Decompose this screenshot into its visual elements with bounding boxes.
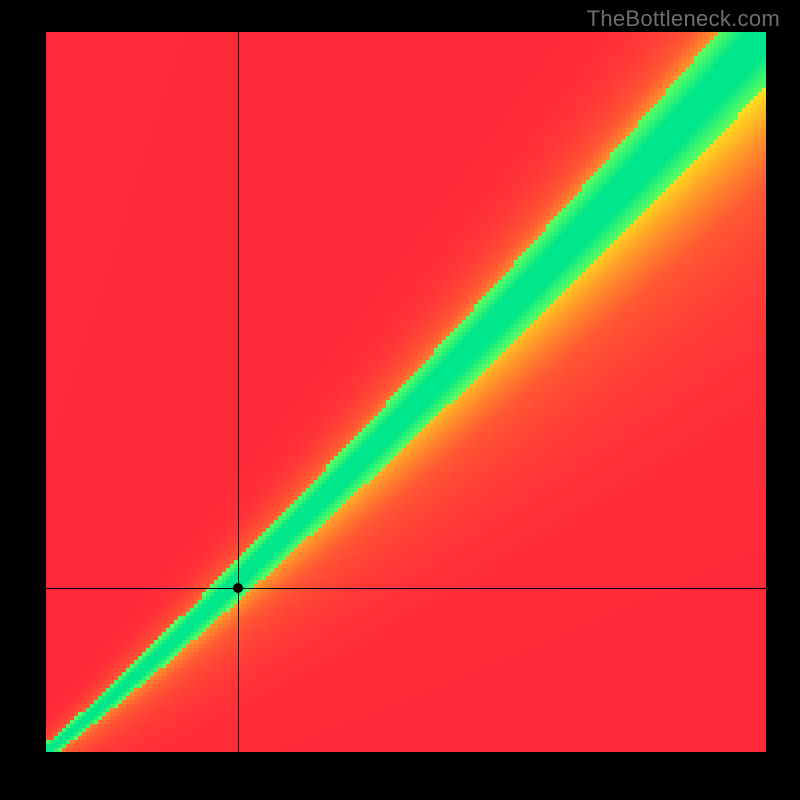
heatmap-canvas	[46, 32, 766, 752]
watermark-text: TheBottleneck.com	[587, 6, 780, 32]
crosshair-horizontal	[46, 588, 766, 589]
chart-container: TheBottleneck.com	[0, 0, 800, 800]
crosshair-vertical	[238, 32, 239, 752]
plot-area	[46, 32, 766, 752]
crosshair-marker	[233, 583, 243, 593]
